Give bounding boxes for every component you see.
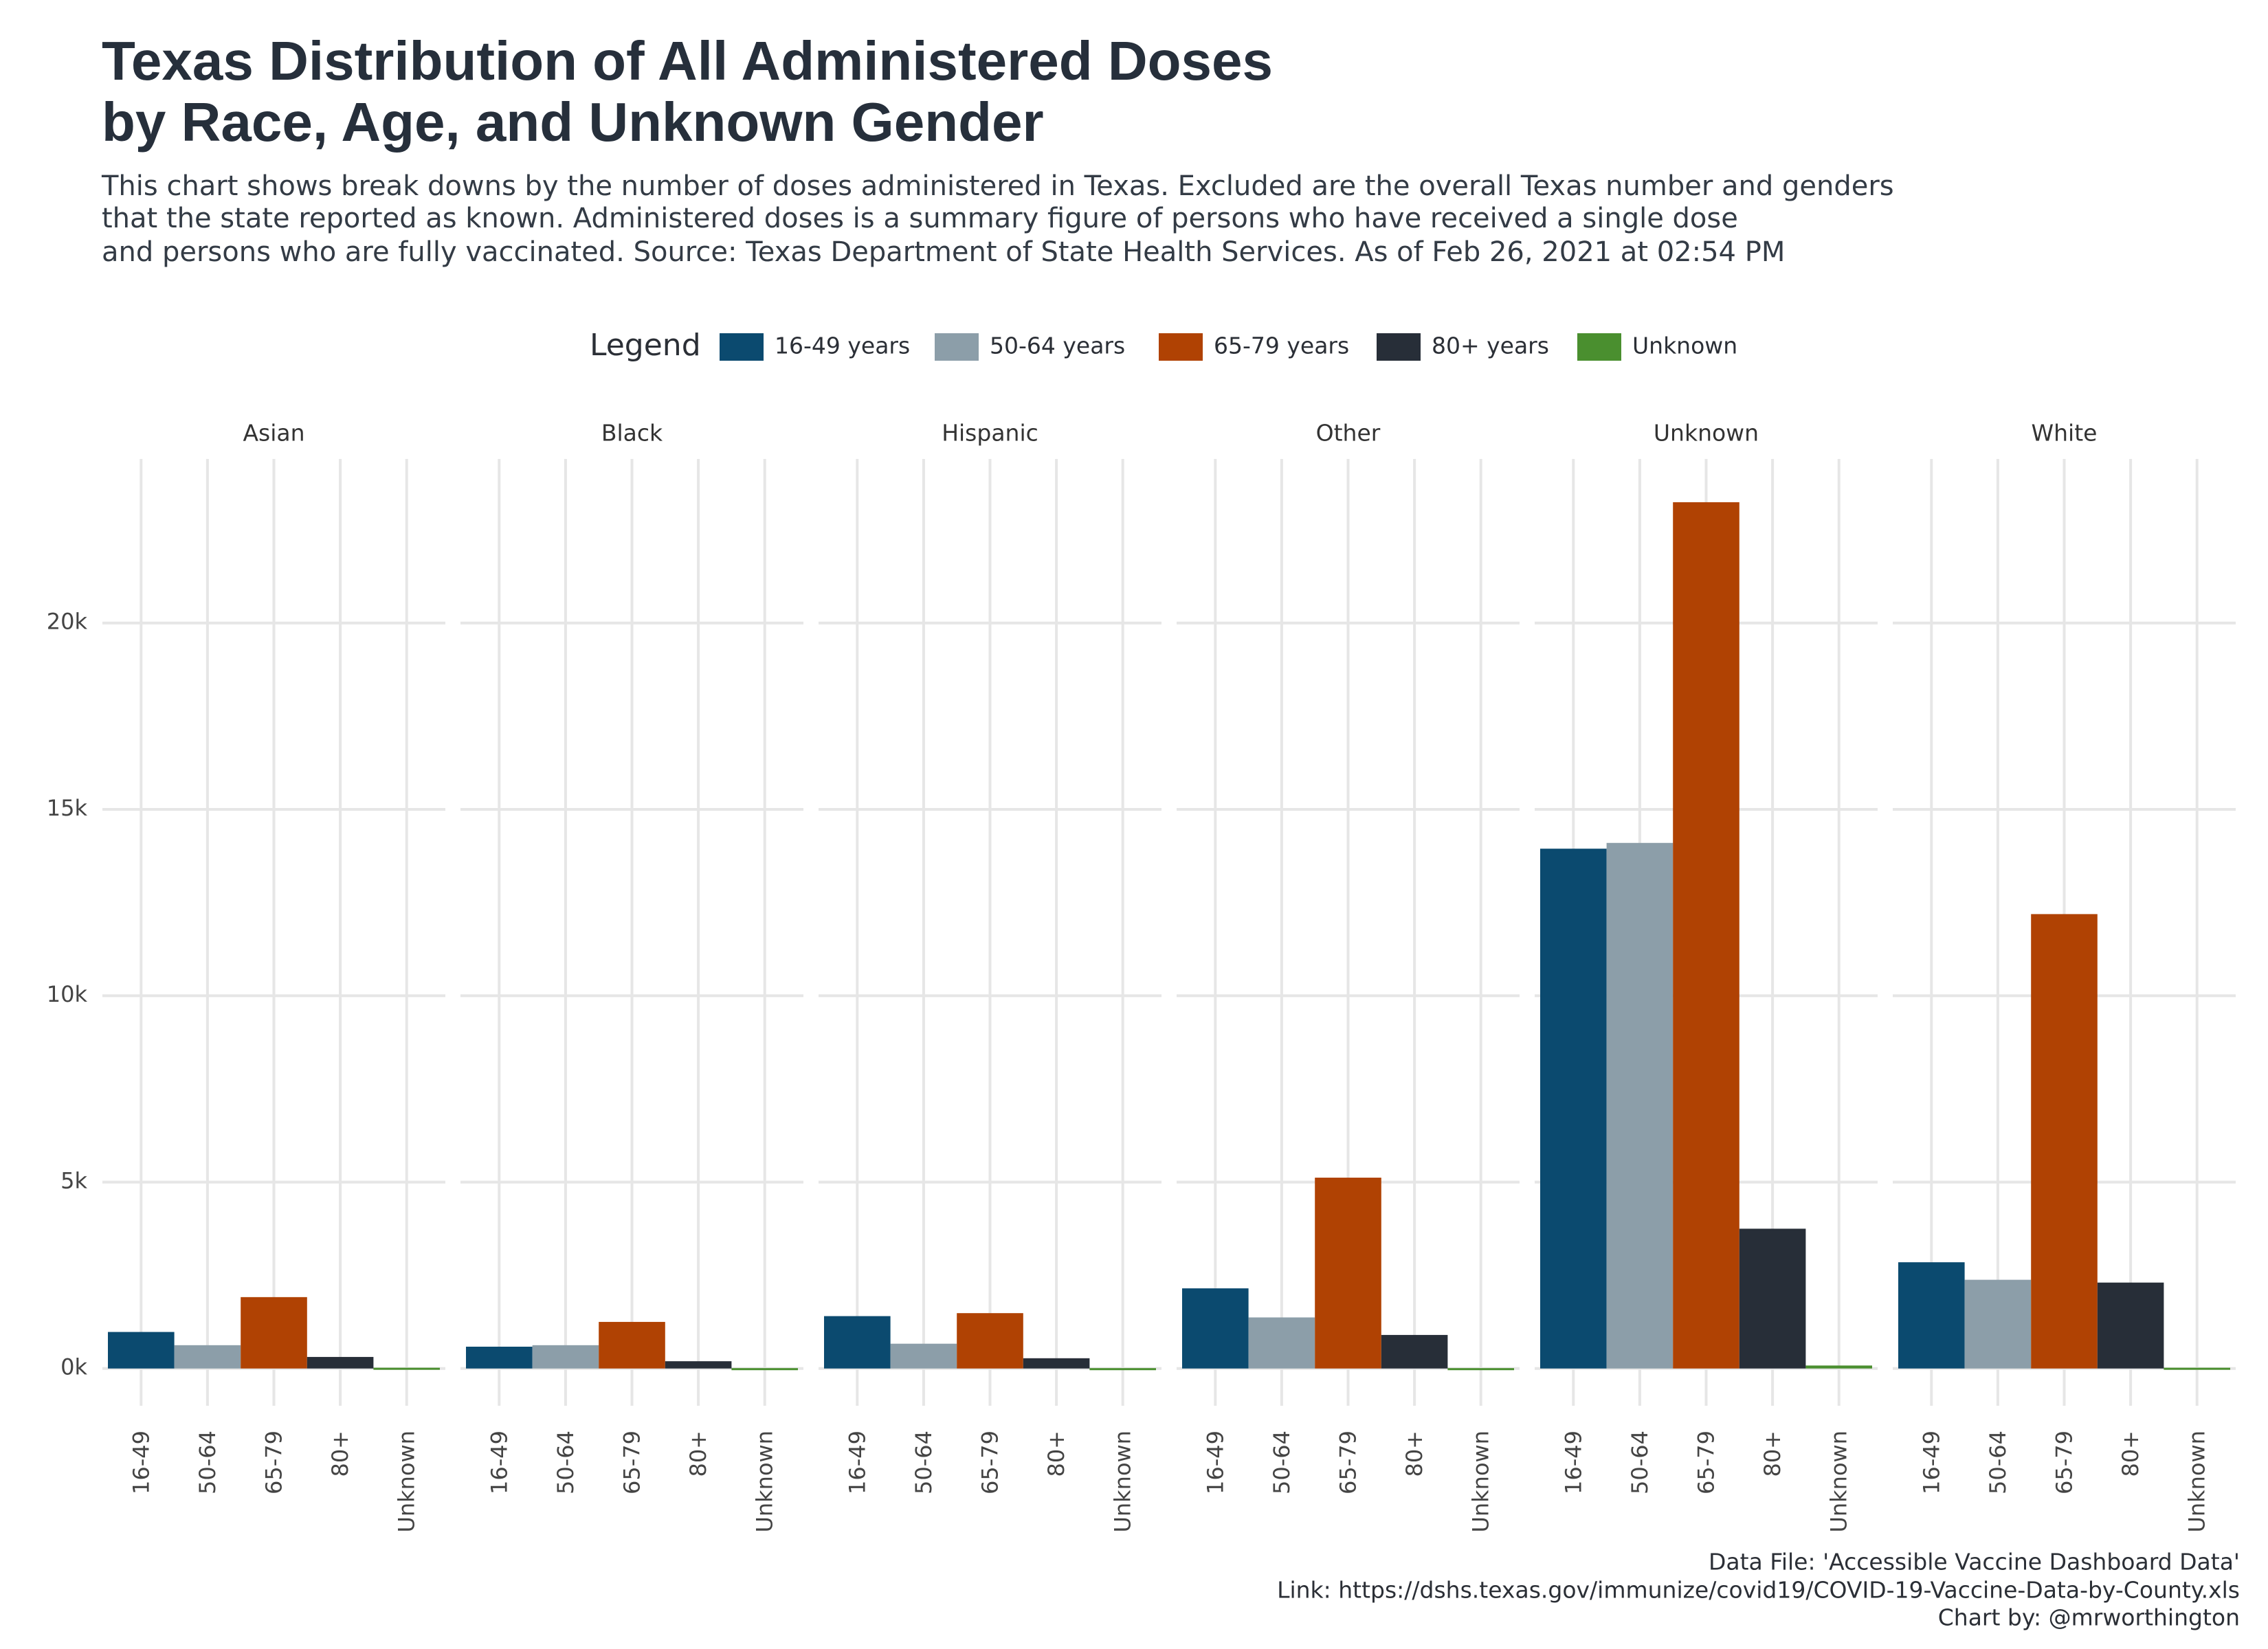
bar bbox=[1447, 1368, 1514, 1371]
bar bbox=[665, 1361, 732, 1369]
x-tick-label: 16-49 bbox=[1202, 1431, 1228, 1494]
facet-label: Hispanic bbox=[942, 420, 1038, 447]
x-tick-label: 50-64 bbox=[1627, 1431, 1653, 1494]
bar bbox=[2031, 914, 2098, 1369]
bar bbox=[1182, 1288, 1249, 1369]
legend-swatch bbox=[1159, 333, 1203, 361]
bar bbox=[1898, 1262, 1965, 1369]
x-tick-label: Unknown bbox=[1826, 1431, 1852, 1533]
bar bbox=[890, 1343, 957, 1369]
x-tick-label: Unknown bbox=[394, 1431, 420, 1533]
subtitle: and persons who are fully vaccinated. So… bbox=[102, 236, 1785, 268]
x-tick-label: 50-64 bbox=[1985, 1431, 2011, 1494]
x-tick-label: 16-49 bbox=[1918, 1431, 1944, 1494]
x-tick-label: 80+ bbox=[327, 1431, 353, 1477]
subtitle: that the state reported as known. Admini… bbox=[102, 203, 1738, 234]
bar bbox=[731, 1368, 798, 1371]
x-tick-label: 65-79 bbox=[619, 1431, 645, 1494]
bar bbox=[1673, 502, 1739, 1369]
legend-label: 65-79 years bbox=[1214, 333, 1349, 359]
bar bbox=[1023, 1358, 1090, 1369]
bar bbox=[599, 1321, 665, 1369]
bar bbox=[108, 1332, 175, 1369]
x-tick-label: 65-79 bbox=[2052, 1431, 2078, 1494]
bar bbox=[1739, 1229, 1806, 1369]
x-tick-label: 50-64 bbox=[194, 1431, 221, 1494]
caption: Data File: 'Accessible Vaccine Dashboard… bbox=[1709, 1549, 2240, 1575]
subtitle: This chart shows break downs by the numb… bbox=[101, 170, 1894, 202]
bar bbox=[824, 1316, 891, 1369]
x-tick-label: 16-49 bbox=[1560, 1431, 1586, 1494]
x-tick-label: 50-64 bbox=[1269, 1431, 1295, 1494]
chart-title: by Race, Age, and Unknown Gender bbox=[102, 91, 1044, 153]
x-tick-label: 50-64 bbox=[553, 1431, 579, 1494]
bar bbox=[174, 1345, 241, 1369]
x-tick-label: Unknown bbox=[1110, 1431, 1136, 1533]
legend-label: 50-64 years bbox=[990, 333, 1125, 359]
legend-swatch bbox=[720, 333, 764, 361]
legend-swatch bbox=[935, 333, 979, 361]
bar bbox=[307, 1356, 374, 1369]
facet-label: White bbox=[2032, 420, 2098, 447]
x-tick-label: 80+ bbox=[1043, 1431, 1069, 1477]
x-tick-label: 65-79 bbox=[1693, 1431, 1720, 1494]
bar bbox=[2097, 1282, 2164, 1369]
bar bbox=[1606, 842, 1674, 1369]
bar bbox=[373, 1367, 440, 1370]
y-tick-label: 0k bbox=[60, 1354, 87, 1380]
y-tick-label: 20k bbox=[47, 609, 88, 635]
x-tick-label: 16-49 bbox=[844, 1431, 870, 1494]
caption: Chart by: @mrworthington bbox=[1938, 1604, 2240, 1631]
x-tick-label: 16-49 bbox=[128, 1431, 154, 1494]
y-tick-label: 5k bbox=[60, 1167, 87, 1193]
facet-label: Unknown bbox=[1654, 420, 1759, 447]
bar bbox=[1381, 1334, 1448, 1369]
x-tick-label: Unknown bbox=[752, 1431, 778, 1533]
facet-label: Other bbox=[1316, 420, 1381, 447]
legend-swatch bbox=[1577, 333, 1621, 361]
x-tick-label: 80+ bbox=[2117, 1431, 2144, 1477]
bar bbox=[1248, 1317, 1315, 1369]
x-tick-label: 80+ bbox=[1759, 1431, 1786, 1477]
legend-label: Unknown bbox=[1632, 333, 1737, 359]
facet-label: Asian bbox=[243, 420, 304, 447]
bar bbox=[1540, 849, 1607, 1369]
x-tick-label: 16-49 bbox=[486, 1431, 512, 1494]
x-tick-label: 65-79 bbox=[1335, 1431, 1361, 1494]
legend-label: 16-49 years bbox=[775, 333, 910, 359]
chart-title: Texas Distribution of All Administered D… bbox=[102, 30, 1273, 91]
x-tick-label: 80+ bbox=[1401, 1431, 1427, 1477]
y-tick-label: 15k bbox=[47, 795, 88, 821]
x-tick-label: Unknown bbox=[2184, 1431, 2210, 1533]
bar bbox=[1964, 1279, 2032, 1369]
bar bbox=[1315, 1177, 1381, 1369]
bar bbox=[1805, 1365, 1872, 1369]
caption: Link: https://dshs.texas.gov/immunize/co… bbox=[1277, 1577, 2240, 1604]
x-tick-label: 65-79 bbox=[261, 1431, 287, 1494]
legend-title: Legend bbox=[590, 328, 701, 363]
facet-label: Black bbox=[601, 420, 663, 447]
x-tick-label: 80+ bbox=[685, 1431, 711, 1477]
y-tick-label: 10k bbox=[47, 981, 88, 1007]
bar bbox=[2164, 1367, 2230, 1370]
x-tick-label: Unknown bbox=[1468, 1431, 1494, 1533]
legend-label: 80+ years bbox=[1432, 333, 1549, 359]
bar bbox=[466, 1347, 533, 1369]
bar bbox=[241, 1297, 307, 1369]
bar bbox=[1089, 1368, 1156, 1371]
legend-swatch bbox=[1377, 333, 1421, 361]
bar bbox=[957, 1313, 1023, 1369]
bar bbox=[532, 1345, 599, 1369]
x-tick-label: 50-64 bbox=[911, 1431, 937, 1494]
x-tick-label: 65-79 bbox=[977, 1431, 1003, 1494]
